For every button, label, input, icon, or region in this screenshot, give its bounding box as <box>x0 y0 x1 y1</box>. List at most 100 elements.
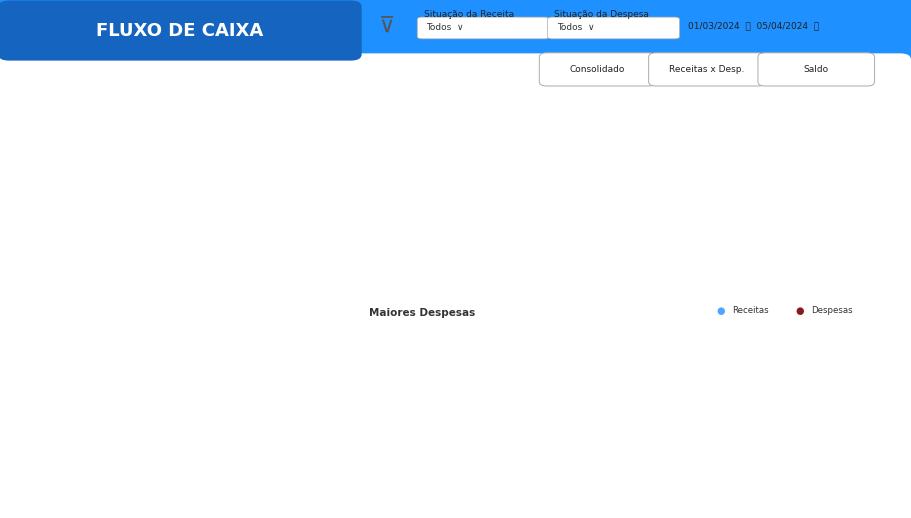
Bar <box>30 120 39 134</box>
Bar <box>135 134 144 135</box>
Bar <box>698 94 707 134</box>
Bar <box>602 87 611 134</box>
Text: 6: 6 <box>74 415 78 424</box>
Text: ●: ● <box>795 306 804 316</box>
FancyBboxPatch shape <box>10 428 322 443</box>
Text: R$ 15.000,00: R$ 15.000,00 <box>217 367 270 376</box>
Text: Maiores Despesas: Maiores Despesas <box>369 308 476 318</box>
Text: 5: 5 <box>74 399 79 408</box>
Bar <box>363 431 472 447</box>
Bar <box>817 107 826 134</box>
Text: Despesas: Despesas <box>155 313 201 322</box>
Bar <box>865 113 874 134</box>
FancyBboxPatch shape <box>323 359 334 398</box>
Text: 01/03/2024  🗓  05/04/2024  🗓: 01/03/2024 🗓 05/04/2024 🗓 <box>688 21 819 31</box>
Text: março: março <box>14 335 39 344</box>
Text: 27,03%: 27,03% <box>567 337 602 346</box>
Text: -R$ 62.000,00: -R$ 62.000,00 <box>214 480 270 488</box>
Text: 1: 1 <box>74 335 78 344</box>
Text: 2: 2 <box>74 351 79 360</box>
Text: R$ 539.500: R$ 539.500 <box>148 494 201 503</box>
Text: -R$ 62.000,00: -R$ 62.000,00 <box>214 448 270 456</box>
Bar <box>659 134 668 147</box>
Text: março: março <box>382 276 412 285</box>
Bar <box>110 134 119 172</box>
Bar <box>769 100 778 134</box>
Text: março: março <box>14 351 39 360</box>
Bar <box>435 104 445 134</box>
Bar <box>722 107 731 134</box>
Text: Receitas: Receitas <box>732 306 769 315</box>
Text: Consolidado: Consolidado <box>570 65 625 74</box>
Text: abril: abril <box>804 276 825 285</box>
Wedge shape <box>735 347 804 483</box>
Bar <box>445 134 454 153</box>
FancyBboxPatch shape <box>10 396 322 410</box>
Text: 4,05%: 4,05% <box>403 483 430 492</box>
Text: Todos  ∨: Todos ∨ <box>557 23 594 33</box>
Text: R$ 5.000: R$ 5.000 <box>166 335 201 344</box>
Bar <box>363 407 485 422</box>
Text: -R$ 20.000,00: -R$ 20.000,00 <box>214 383 270 392</box>
Text: 4: 4 <box>74 383 78 392</box>
Bar <box>363 480 399 495</box>
Bar <box>826 134 835 143</box>
FancyBboxPatch shape <box>10 364 322 378</box>
Text: 4,05%: 4,05% <box>403 459 430 468</box>
Text: Situação da Despesa: Situação da Despesa <box>554 10 649 19</box>
Text: 50,5%: 50,5% <box>680 464 710 474</box>
Text: março: março <box>14 480 39 488</box>
Text: 12,16%: 12,16% <box>433 435 468 443</box>
Text: R$ 58.000: R$ 58.000 <box>160 383 201 392</box>
Bar <box>206 134 215 137</box>
Text: Dia: Dia <box>74 313 89 322</box>
Text: 14,86%: 14,86% <box>456 386 493 395</box>
Text: Mês: Mês <box>14 313 33 322</box>
Text: FLUXO DE CAIXA: FLUXO DE CAIXA <box>96 22 263 39</box>
Bar <box>468 134 477 170</box>
Bar <box>683 134 692 143</box>
Bar <box>611 134 620 140</box>
Text: 49,5%: 49,5% <box>841 407 872 416</box>
Bar <box>793 80 803 134</box>
Text: março: março <box>14 383 39 392</box>
Text: 13,51%: 13,51% <box>445 410 481 419</box>
Text: Saldo: Saldo <box>243 313 270 322</box>
Legend: Receitas, Despesas, Saldo: Receitas, Despesas, Saldo <box>25 44 229 60</box>
Bar <box>363 334 606 349</box>
Text: R$ 528.000: R$ 528.000 <box>79 494 133 503</box>
FancyBboxPatch shape <box>10 461 322 475</box>
FancyBboxPatch shape <box>323 335 334 491</box>
Bar <box>102 118 110 134</box>
Bar <box>159 134 168 213</box>
Text: março: março <box>14 415 39 424</box>
Text: Receitas: Receitas <box>91 313 133 322</box>
Text: R$ 23.000: R$ 23.000 <box>92 383 133 392</box>
Text: março: março <box>14 431 39 440</box>
Text: março: março <box>14 399 39 408</box>
Text: 8: 8 <box>74 448 78 456</box>
Text: R$ 5.000: R$ 5.000 <box>166 448 201 456</box>
Wedge shape <box>802 347 872 483</box>
Text: ▲: ▲ <box>14 325 18 330</box>
Text: Receitas x Desp.: Receitas x Desp. <box>670 65 744 74</box>
Text: Despesas: Despesas <box>811 306 853 315</box>
Text: 24,32%: 24,32% <box>542 362 578 370</box>
Text: Todos  ∨: Todos ∨ <box>426 23 464 33</box>
Bar <box>363 383 496 398</box>
Bar <box>635 134 644 147</box>
Bar <box>707 134 716 140</box>
Bar <box>363 358 581 373</box>
Bar <box>173 77 182 134</box>
Text: ●: ● <box>716 306 724 316</box>
Text: 7: 7 <box>74 431 79 440</box>
Text: -R$ 142.000,00: -R$ 142.000,00 <box>210 415 270 424</box>
Bar <box>578 100 588 134</box>
Bar <box>850 134 859 177</box>
Text: 3: 3 <box>74 367 78 376</box>
Text: março: março <box>14 448 39 456</box>
Text: R$ 2.000: R$ 2.000 <box>166 399 201 408</box>
Text: -R$ 57.000,00: -R$ 57.000,00 <box>214 431 270 440</box>
Bar <box>778 134 787 140</box>
Text: Situação da Receita: Situação da Receita <box>424 10 514 19</box>
